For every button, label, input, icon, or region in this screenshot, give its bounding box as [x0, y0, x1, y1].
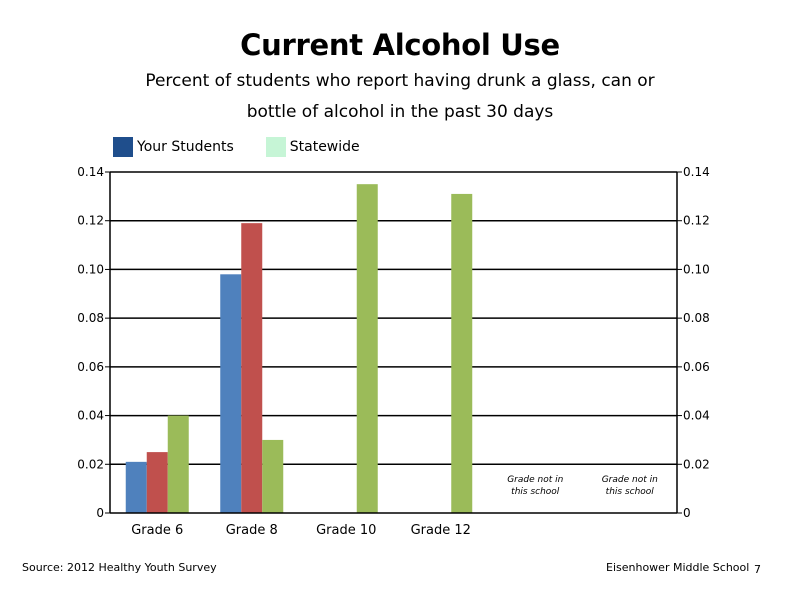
legend-item-your-students: Your Students [113, 137, 234, 157]
y-tick-label-right: 0.06 [683, 360, 710, 374]
legend-item-statewide: Statewide [265, 137, 360, 157]
y-tick-label-left: 0.12 [77, 214, 104, 228]
y-tick-label-left: 0.14 [77, 165, 104, 179]
subtitle-line-1: Percent of students who report having dr… [145, 71, 655, 91]
x-tick-label: Grade 8 [226, 523, 278, 538]
bar [125, 461, 147, 513]
y-tick-label-left: 0.02 [77, 457, 104, 471]
page-number: 7 [754, 563, 761, 576]
y-tick-label-right: 0 [683, 506, 691, 520]
chart-subtitle: Percent of students who report having dr… [100, 66, 700, 128]
bar [220, 274, 242, 513]
legend-label-statewide: Statewide [289, 139, 360, 155]
y-tick-label-right: 0.02 [683, 457, 710, 471]
y-tick-label-left: 0.08 [77, 311, 104, 325]
legend-swatch-statewide [265, 137, 286, 157]
source-note: Source: 2012 Healthy Youth Survey [22, 561, 217, 574]
y-tick-label-left: 0.10 [77, 262, 104, 276]
school-name: Eisenhower Middle School [606, 561, 750, 574]
bar [146, 452, 168, 513]
bar [262, 439, 284, 513]
y-tick-label-right: 0.04 [683, 409, 710, 423]
subtitle-line-2: bottle of alcohol in the past 30 days [246, 102, 554, 122]
y-tick-label-right: 0.10 [683, 262, 710, 276]
x-tick-label: Grade 12 [411, 523, 471, 538]
legend-label-your-students: Your Students [137, 139, 234, 155]
annotation-line-2: this school [606, 487, 655, 497]
y-tick-label-left: 0.06 [77, 360, 104, 374]
bar [356, 184, 378, 513]
y-tick-label-right: 0.12 [683, 214, 710, 228]
chart-title: Current Alcohol Use [240, 28, 560, 62]
bar [241, 223, 263, 513]
annotation-line-1: Grade not in [507, 475, 563, 485]
bar [451, 193, 473, 513]
chart-legend: Your Students Statewide [113, 136, 388, 158]
y-tick-label-right: 0.08 [683, 311, 710, 325]
annotation-line-1: Grade not in [602, 475, 658, 485]
bar [167, 415, 189, 513]
y-tick-label-right: 0.14 [683, 165, 710, 179]
x-tick-label: Grade 10 [316, 523, 376, 538]
y-tick-label-left: 0 [96, 506, 104, 520]
y-tick-label-left: 0.04 [77, 409, 104, 423]
x-tick-label: Grade 6 [131, 523, 183, 538]
legend-swatch-your-students [113, 137, 133, 157]
annotation-line-2: this school [511, 487, 560, 497]
